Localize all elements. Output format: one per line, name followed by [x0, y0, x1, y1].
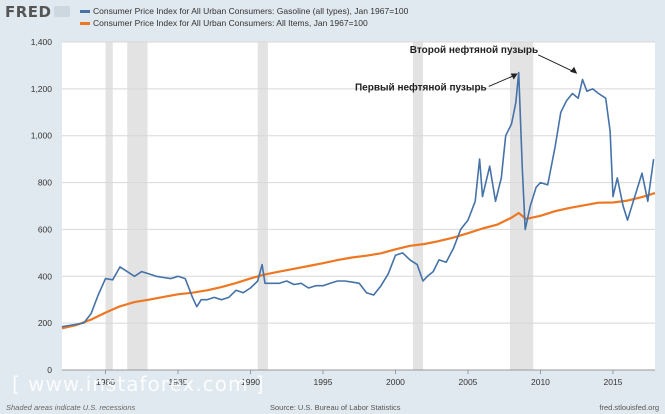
plot-area: [62, 42, 655, 370]
x-tick-label-3: 1995: [314, 377, 333, 387]
annotation-label-first-bubble: Первый нефтяной пузырь: [355, 81, 487, 93]
legend-swatch-all-items: [80, 22, 90, 26]
y-tick-label-0: 0: [47, 365, 52, 375]
fred-line-chart-icon: [53, 6, 70, 17]
recession-band-0: [105, 42, 113, 370]
y-axis-ticks: 0 200 400 600 800 1,000 1,200 1,400: [31, 37, 53, 375]
series-lines: [61, 71, 656, 330]
annotation-arrow-first-bubble: [488, 73, 517, 87]
site-link[interactable]: fred.stlouisfed.org: [599, 403, 659, 412]
recession-band-4: [510, 42, 534, 370]
logo-text: FRED: [5, 3, 52, 21]
y-tick-label-1: 200: [38, 318, 52, 328]
annotation-arrow-second-bubble: [537, 54, 577, 74]
fred-logo[interactable]: FRED: [5, 3, 70, 21]
recession-band-1: [127, 42, 148, 370]
recession-note: Shaded areas indicate U.S. recessions: [6, 403, 136, 412]
source-note: Source: U.S. Bureau of Labor Statistics: [270, 403, 401, 412]
y-tick-label-4: 800: [38, 178, 52, 188]
legend-label-gasoline: Consumer Price Index for All Urban Consu…: [93, 6, 409, 16]
x-axis-ticks: 1980 1985 1990 1995 2000 2005 2010 2015: [62, 369, 655, 387]
recession-band-3: [412, 42, 424, 370]
legend-swatch-gasoline: [80, 10, 90, 14]
annotations: Первый нефтяной пузырь Второй нефтяной пу…: [355, 44, 578, 93]
x-tick-label-0: 1980: [96, 377, 115, 387]
legend-item-gasoline[interactable]: Consumer Price Index for All Urban Consu…: [80, 6, 408, 16]
x-tick-label-5: 2005: [459, 377, 478, 387]
recession-bands: [105, 42, 534, 370]
x-tick-label-7: 2015: [603, 377, 622, 387]
recession-band-2: [257, 42, 268, 370]
legend-label-all-items: Consumer Price Index for All Urban Consu…: [93, 18, 368, 28]
x-tick-label-1: 1985: [169, 377, 188, 387]
series-line-gasoline: [61, 71, 655, 328]
annotation-arrowhead-first-bubble: [510, 73, 518, 80]
instaforex-watermark: [ www.instaforex.com ]: [12, 372, 265, 396]
y-tick-label-6: 1,200: [31, 84, 53, 94]
y-tick-label-5: 1,000: [31, 131, 53, 141]
x-tick-label-6: 2010: [531, 377, 550, 387]
x-tick-label-4: 2000: [386, 377, 405, 387]
y-tick-label-7: 1,400: [31, 37, 53, 47]
x-tick-label-2: 1990: [241, 377, 260, 387]
annotation-arrowhead-second-bubble: [570, 66, 578, 74]
legend-item-all-items[interactable]: Consumer Price Index for All Urban Consu…: [80, 18, 368, 28]
y-tick-label-3: 600: [38, 224, 52, 234]
y-tick-label-2: 400: [38, 271, 52, 281]
annotation-label-second-bubble: Второй нефтяной пузырь: [410, 44, 538, 56]
series-line-all-items: [61, 192, 656, 330]
